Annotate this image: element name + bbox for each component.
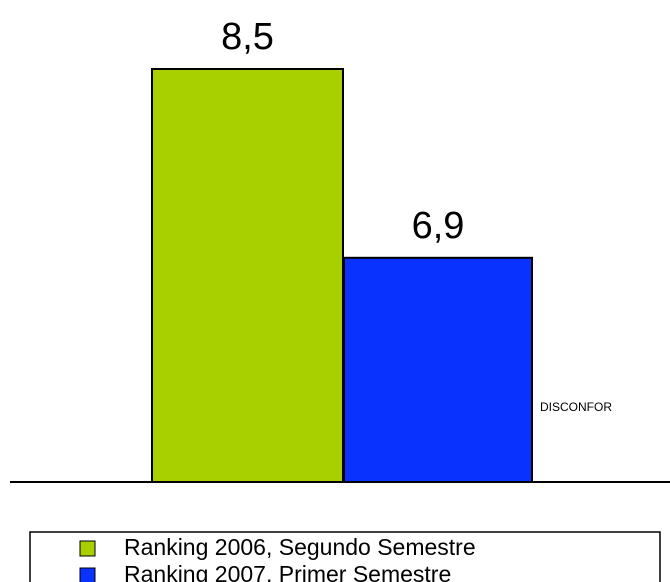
legend — [29, 531, 661, 582]
legend-label: Ranking 2006, Segundo Semestre — [124, 534, 476, 560]
legend-swatch — [79, 540, 96, 557]
legend-label: Ranking 2007, Primer Semestre — [124, 561, 451, 582]
x-tick-label: DISCONFOR — [540, 400, 612, 414]
legend-swatch — [79, 567, 96, 582]
bar — [151, 68, 344, 483]
value-label: 6,9 — [412, 205, 465, 247]
bar — [343, 256, 533, 483]
value-label: 8,5 — [221, 16, 274, 58]
